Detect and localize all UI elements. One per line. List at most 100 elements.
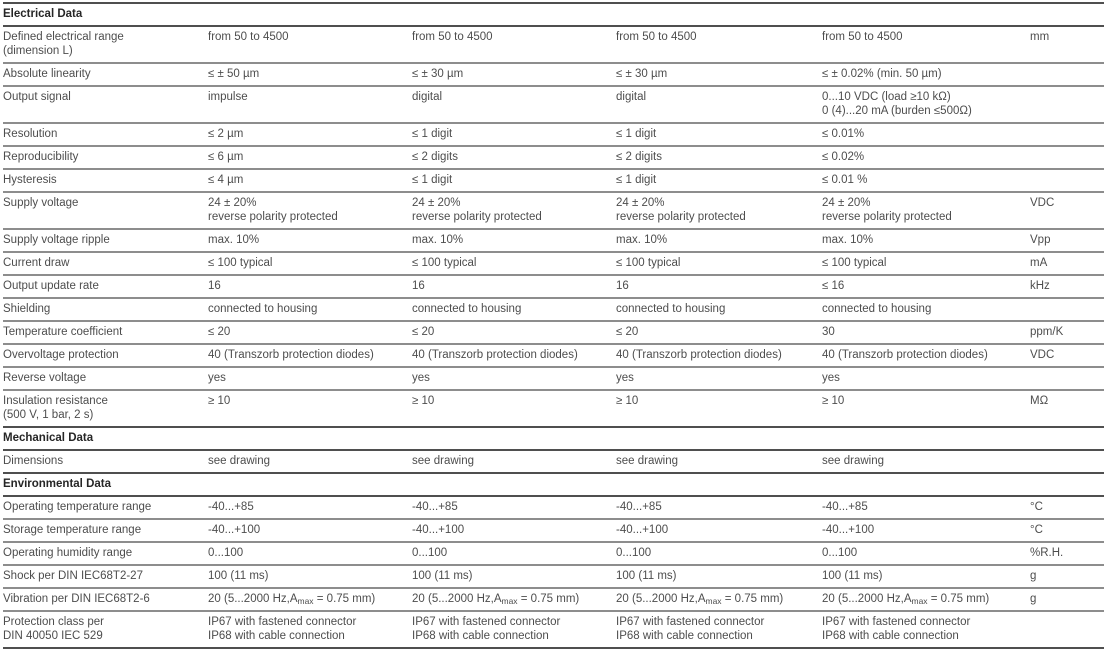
value-cell-variant-3: 24 ± 20% reverse polarity protected — [616, 191, 822, 229]
value-cell-variant-1: IP67 with fastened connector IP68 with ca… — [208, 610, 412, 648]
table-row: Current draw ≤ 100 typical ≤ 100 typical ≤ … — [3, 251, 1104, 275]
parameter-cell: Shielding — [3, 297, 208, 321]
value-cell-variant-4: ≤ 0.01 % — [822, 168, 1030, 192]
unit-cell: mm — [1030, 25, 1104, 63]
value-cell-variant-4: 20 (5...2000 Hz,Amax = 0.75 mm) — [822, 587, 1030, 611]
value-cell-variant-3: see drawing — [616, 449, 822, 473]
value-cell-variant-3: from 50 to 4500 — [616, 25, 822, 63]
table-row: Supply voltage 24 ± 20% reverse polarity p… — [3, 191, 1104, 229]
parameter-cell: Output signal — [3, 85, 208, 123]
unit-cell — [1030, 449, 1104, 473]
value-cell-variant-4: 40 (Transzorb protection diodes) — [822, 343, 1030, 367]
section-title: Mechanical Data — [3, 426, 1104, 451]
value-cell-variant-3: ≥ 10 — [616, 389, 822, 427]
value-cell-variant-4: IP67 with fastened connector IP68 with ca… — [822, 610, 1030, 648]
value-cell-variant-2: 40 (Transzorb protection diodes) — [412, 343, 616, 367]
table-row: Overvoltage protection 40 (Transzorb prot… — [3, 343, 1104, 367]
unit-cell: g — [1030, 587, 1104, 611]
value-cell-variant-2: 0...100 — [412, 541, 616, 565]
value-cell-variant-2: ≤ 100 typical — [412, 251, 616, 275]
unit-cell: Vpp — [1030, 228, 1104, 252]
parameter-cell: Insulation resistance (500 V, 1 bar, 2 s) — [3, 389, 208, 427]
table-row: Operating temperature range -40...+85 -40.… — [3, 495, 1104, 519]
value-cell-variant-4: 24 ± 20% reverse polarity protected — [822, 191, 1030, 229]
parameter-cell: Dimensions — [3, 449, 208, 473]
parameter-cell: Overvoltage protection — [3, 343, 208, 367]
value-cell-variant-2: see drawing — [412, 449, 616, 473]
unit-cell: °C — [1030, 518, 1104, 542]
value-cell-variant-4: max. 10% — [822, 228, 1030, 252]
value-cell-variant-1: ≤ 4 µm — [208, 168, 412, 192]
spec-table-body: Electrical Data Defined electrical range(… — [3, 2, 1104, 648]
parameter-cell: Protection class per DIN 40050 IEC 529 — [3, 610, 208, 648]
value-cell-variant-1: see drawing — [208, 449, 412, 473]
parameter-cell: Vibration per DIN IEC68T2-6 — [3, 587, 208, 611]
value-cell-variant-2: ≥ 10 — [412, 389, 616, 427]
parameter-cell: Supply voltage ripple — [3, 228, 208, 252]
value-cell-variant-4: 100 (11 ms) — [822, 564, 1030, 588]
value-cell-variant-2: ≤ 2 digits — [412, 145, 616, 169]
unit-cell — [1030, 297, 1104, 321]
unit-cell: MΩ — [1030, 389, 1104, 427]
value-cell-variant-1: impulse — [208, 85, 412, 123]
value-cell-variant-3: 20 (5...2000 Hz,Amax = 0.75 mm) — [616, 587, 822, 611]
table-row: Temperature coefficient ≤ 20 ≤ 20 ≤ 20 30 ppm… — [3, 320, 1104, 344]
value-cell-variant-4: ≤ ± 0.02% (min. 50 µm) — [822, 62, 1030, 86]
parameter-cell: Shock per DIN IEC68T2-27 — [3, 564, 208, 588]
unit-cell — [1030, 610, 1104, 648]
section-title: Environmental Data — [3, 472, 1104, 497]
section-title: Electrical Data — [3, 2, 1104, 27]
section-row: Electrical Data — [3, 2, 1104, 27]
value-cell-variant-1: ≤ 2 µm — [208, 122, 412, 146]
table-row: Defined electrical range (dimension L) fro… — [3, 25, 1104, 63]
table-row: Insulation resistance (500 V, 1 bar, 2 s)… — [3, 389, 1104, 427]
value-cell-variant-4: 0...10 VDC (load ≥10 kΩ) 0 (4)...20 mA (b… — [822, 85, 1030, 123]
value-cell-variant-1: 40 (Transzorb protection diodes) — [208, 343, 412, 367]
table-row: Shielding connected to housing connected t… — [3, 297, 1104, 321]
unit-cell: g — [1030, 564, 1104, 588]
value-cell-variant-3: ≤ 100 typical — [616, 251, 822, 275]
unit-cell: VDC — [1030, 343, 1104, 367]
value-cell-variant-4: from 50 to 4500 — [822, 25, 1030, 63]
value-cell-variant-1: 24 ± 20% reverse polarity protected — [208, 191, 412, 229]
value-cell-variant-4: see drawing — [822, 449, 1030, 473]
table-row: Reverse voltage yes yes yes yes — [3, 366, 1104, 390]
value-cell-variant-3: yes — [616, 366, 822, 390]
section-row: Mechanical Data — [3, 426, 1104, 451]
table-row: Absolute linearity ≤ ± 50 µm ≤ ± 30 µm ≤ ± … — [3, 62, 1104, 86]
unit-cell: kHz — [1030, 274, 1104, 298]
value-cell-variant-4: ≤ 0.01% — [822, 122, 1030, 146]
value-cell-variant-1: connected to housing — [208, 297, 412, 321]
parameter-cell: Storage temperature range — [3, 518, 208, 542]
value-cell-variant-3: ≤ 2 digits — [616, 145, 822, 169]
value-cell-variant-1: ≤ ± 50 µm — [208, 62, 412, 86]
value-cell-variant-2: 16 — [412, 274, 616, 298]
value-cell-variant-2: yes — [412, 366, 616, 390]
value-cell-variant-4: ≤ 100 typical — [822, 251, 1030, 275]
value-cell-variant-1: 100 (11 ms) — [208, 564, 412, 588]
value-cell-variant-3: max. 10% — [616, 228, 822, 252]
value-cell-variant-1: max. 10% — [208, 228, 412, 252]
parameter-cell: Defined electrical range (dimension L) — [3, 25, 208, 63]
parameter-cell: Current draw — [3, 251, 208, 275]
parameter-cell: Supply voltage — [3, 191, 208, 229]
table-row: Hysteresis ≤ 4 µm ≤ 1 digit ≤ 1 digit ≤ 0.01… — [3, 168, 1104, 192]
table-row: Supply voltage ripple max. 10% max. 10% max… — [3, 228, 1104, 252]
value-cell-variant-1: yes — [208, 366, 412, 390]
value-cell-variant-3: connected to housing — [616, 297, 822, 321]
unit-cell: °C — [1030, 495, 1104, 519]
value-cell-variant-3: IP67 with fastened connector IP68 with ca… — [616, 610, 822, 648]
value-cell-variant-4: yes — [822, 366, 1030, 390]
parameter-cell: Operating humidity range — [3, 541, 208, 565]
parameter-cell: Hysteresis — [3, 168, 208, 192]
value-cell-variant-2: ≤ 20 — [412, 320, 616, 344]
parameter-cell: Output update rate — [3, 274, 208, 298]
value-cell-variant-3: -40...+100 — [616, 518, 822, 542]
parameter-cell: Reverse voltage — [3, 366, 208, 390]
value-cell-variant-1: ≤ 100 typical — [208, 251, 412, 275]
value-cell-variant-1: -40...+100 — [208, 518, 412, 542]
value-cell-variant-2: digital — [412, 85, 616, 123]
value-cell-variant-1: 0...100 — [208, 541, 412, 565]
table-row: Reproducibility ≤ 6 µm ≤ 2 digits ≤ 2 digit… — [3, 145, 1104, 169]
value-cell-variant-4: ≤ 16 — [822, 274, 1030, 298]
